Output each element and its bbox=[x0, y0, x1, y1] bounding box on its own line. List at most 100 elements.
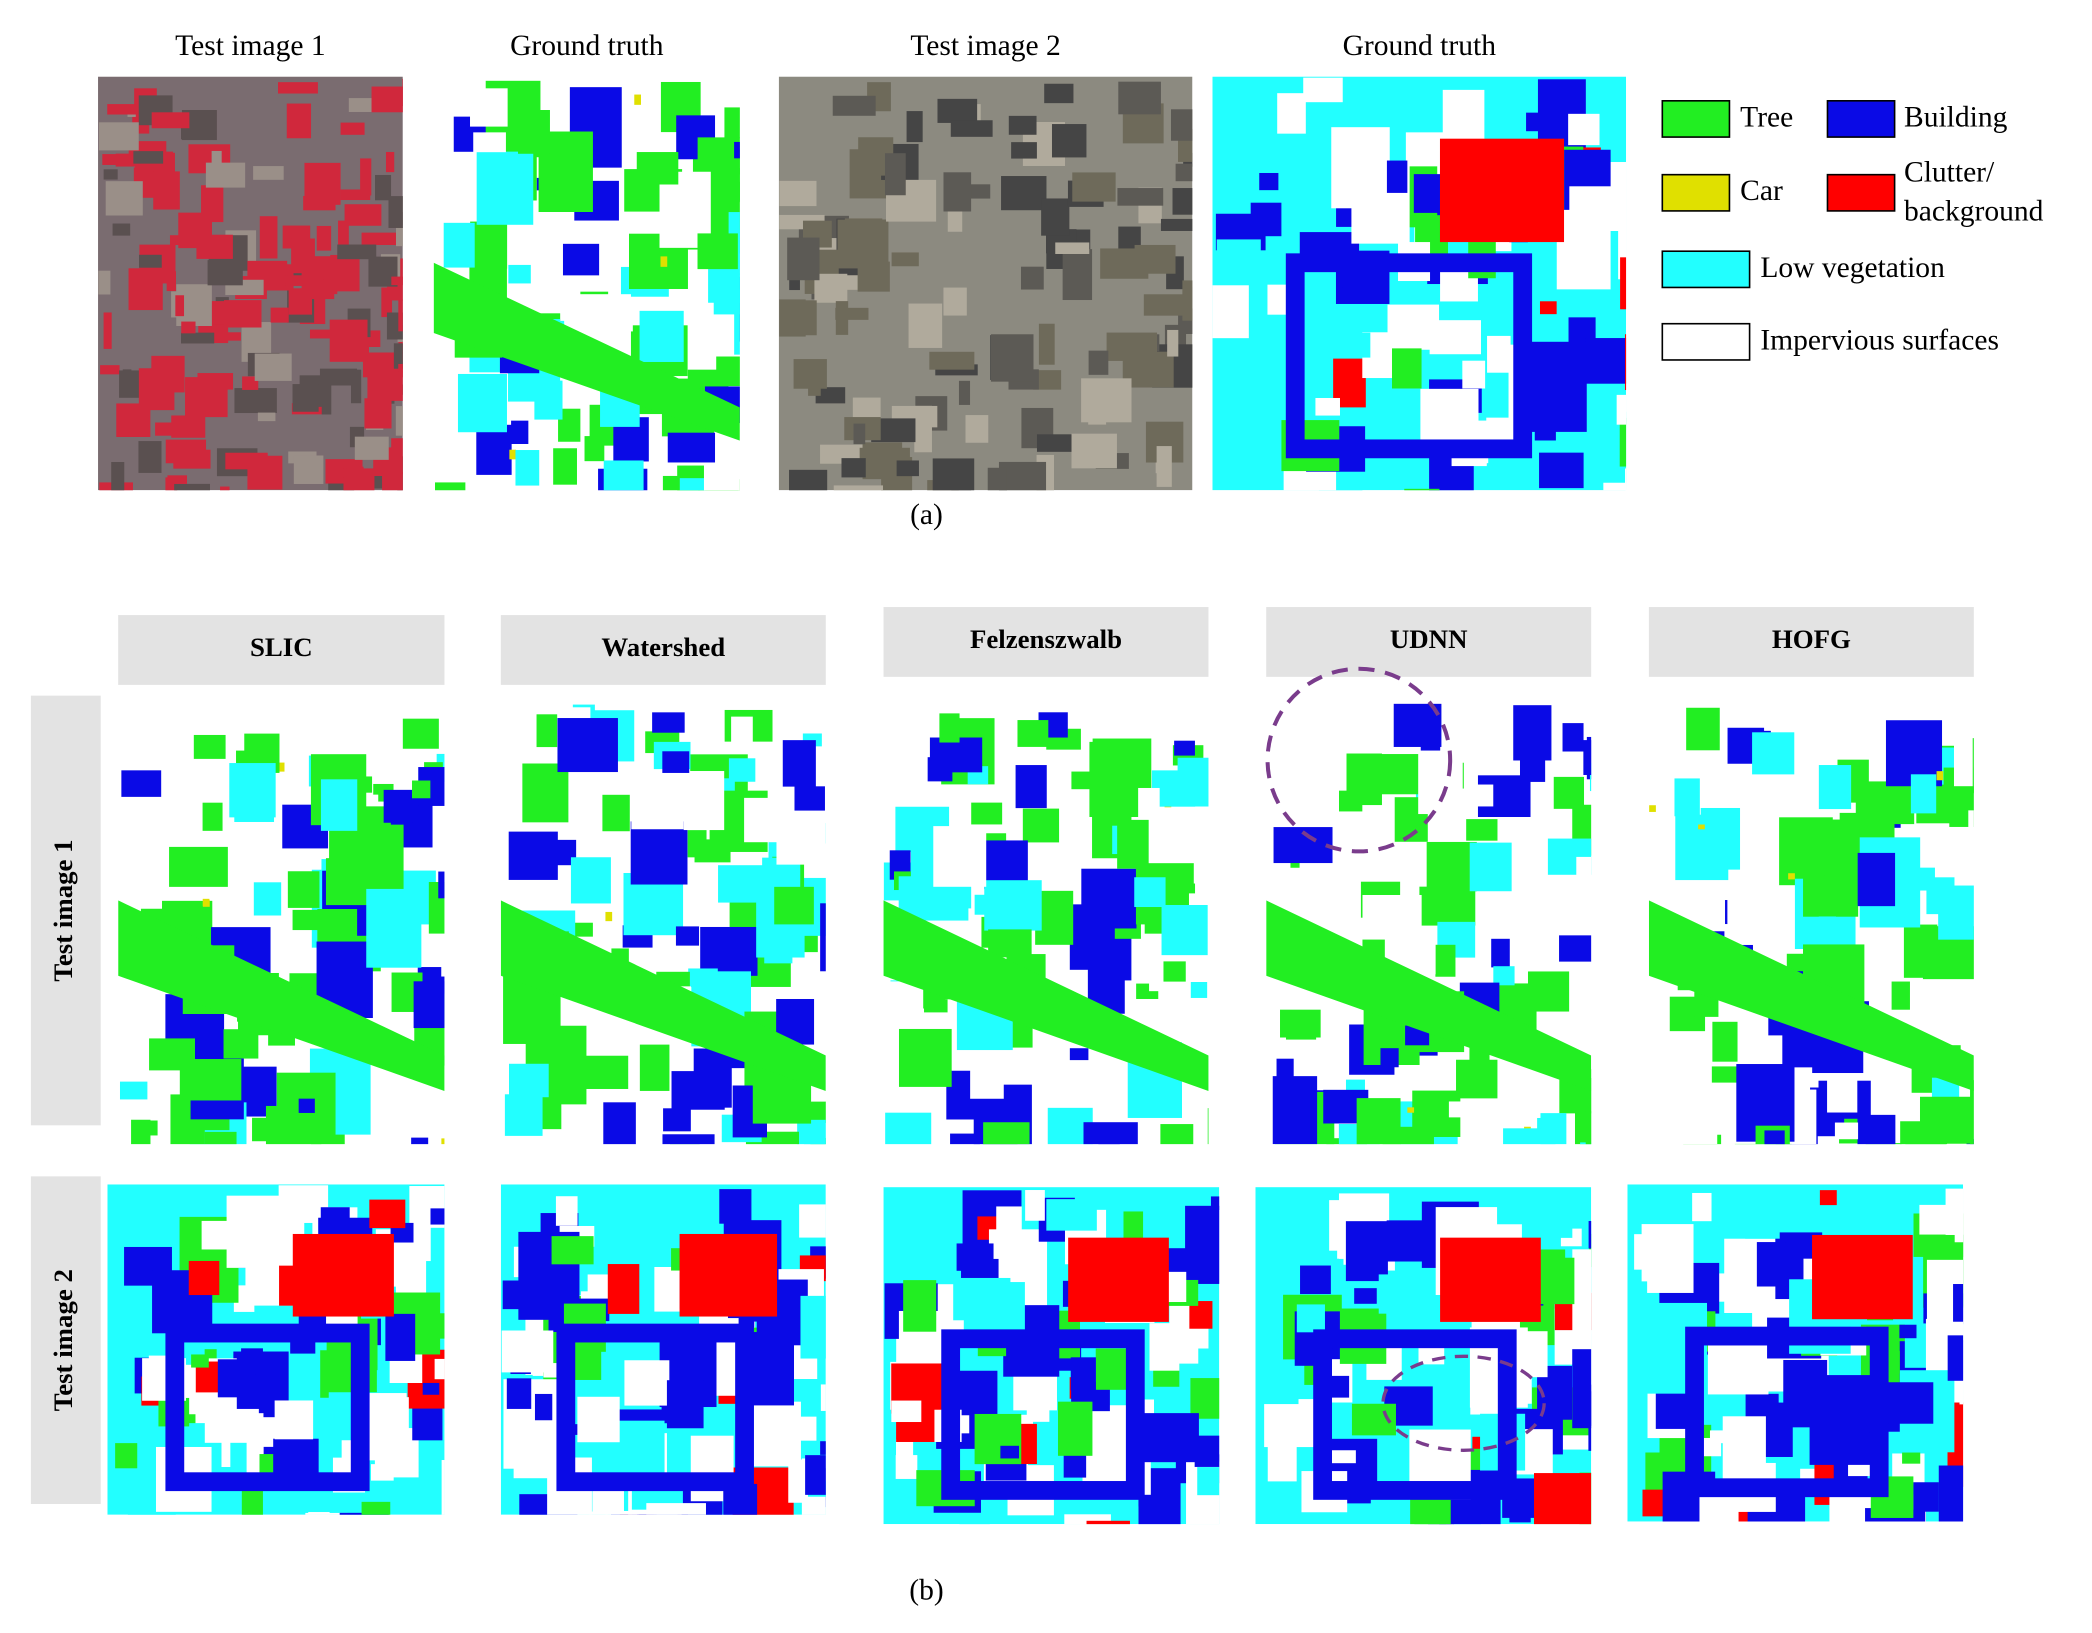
patch bbox=[316, 225, 332, 251]
region bbox=[1378, 1274, 1416, 1314]
patch bbox=[166, 271, 177, 292]
patch bbox=[270, 307, 289, 323]
region bbox=[121, 770, 162, 797]
region bbox=[1628, 1281, 1648, 1301]
region bbox=[1818, 765, 1852, 810]
region bbox=[764, 931, 793, 964]
region bbox=[1272, 1076, 1318, 1145]
region bbox=[273, 1438, 319, 1479]
patch bbox=[929, 351, 975, 370]
map-content bbox=[1648, 701, 1974, 1145]
legend-swatch bbox=[1826, 100, 1896, 138]
region bbox=[716, 356, 740, 387]
region bbox=[646, 1503, 706, 1515]
region bbox=[782, 1416, 817, 1441]
region bbox=[470, 221, 508, 269]
region bbox=[203, 900, 210, 907]
region bbox=[713, 273, 740, 315]
region bbox=[1764, 1130, 1785, 1145]
region bbox=[1185, 1205, 1220, 1284]
region bbox=[1493, 966, 1515, 986]
region bbox=[1534, 1473, 1592, 1525]
region bbox=[515, 450, 540, 486]
patch bbox=[196, 234, 233, 259]
patch bbox=[906, 111, 923, 143]
clutter bbox=[1440, 1237, 1541, 1322]
region bbox=[1857, 852, 1896, 907]
region bbox=[435, 482, 466, 491]
patch bbox=[288, 288, 312, 315]
patch bbox=[937, 98, 978, 123]
region bbox=[939, 713, 960, 743]
region bbox=[1163, 961, 1186, 982]
region bbox=[412, 780, 431, 799]
image-title: Test image 1 bbox=[175, 30, 325, 62]
region bbox=[1015, 765, 1047, 809]
region bbox=[292, 909, 325, 931]
region bbox=[1619, 417, 1627, 467]
region bbox=[1956, 1339, 1964, 1384]
patch bbox=[361, 232, 398, 245]
method-label: Watershed bbox=[601, 632, 725, 662]
region bbox=[504, 1094, 543, 1136]
patch bbox=[151, 112, 190, 129]
region bbox=[298, 1098, 315, 1113]
patch bbox=[1055, 242, 1090, 254]
region bbox=[950, 1133, 980, 1145]
patch bbox=[1156, 446, 1172, 487]
region bbox=[724, 107, 740, 139]
patch bbox=[111, 461, 125, 491]
region bbox=[1936, 771, 1944, 781]
region bbox=[1539, 301, 1557, 315]
region bbox=[634, 94, 641, 105]
patch bbox=[360, 158, 372, 196]
region bbox=[1938, 885, 1974, 940]
patch bbox=[402, 78, 403, 107]
region bbox=[1540, 1113, 1567, 1145]
region bbox=[188, 1260, 220, 1296]
region bbox=[1138, 787, 1160, 821]
row-label: Test image 2 bbox=[48, 1269, 78, 1411]
patch bbox=[167, 475, 188, 484]
region bbox=[782, 740, 816, 787]
region bbox=[506, 1378, 532, 1409]
region bbox=[1618, 211, 1627, 280]
region bbox=[1827, 1078, 1858, 1113]
region bbox=[508, 264, 531, 284]
region bbox=[441, 1138, 445, 1145]
region bbox=[1161, 904, 1208, 956]
caption: (a) bbox=[910, 499, 943, 531]
region bbox=[662, 1134, 715, 1145]
patch bbox=[958, 380, 971, 405]
patch bbox=[138, 368, 175, 411]
region bbox=[1194, 1435, 1220, 1467]
region bbox=[1339, 790, 1363, 812]
ring bbox=[1313, 1329, 1517, 1500]
patch bbox=[1038, 323, 1055, 365]
region bbox=[1404, 488, 1440, 491]
region bbox=[820, 1384, 826, 1411]
region bbox=[964, 1282, 1025, 1334]
patch bbox=[171, 415, 206, 438]
region bbox=[274, 1400, 314, 1440]
region bbox=[1686, 707, 1720, 751]
region bbox=[1711, 1066, 1737, 1083]
patch bbox=[278, 82, 318, 94]
region bbox=[1491, 938, 1510, 968]
region bbox=[217, 1359, 256, 1398]
region bbox=[1210, 1196, 1220, 1210]
region bbox=[810, 1137, 826, 1145]
patch bbox=[381, 287, 393, 318]
patch bbox=[853, 423, 866, 445]
patch bbox=[254, 353, 292, 381]
patch bbox=[987, 467, 1007, 491]
region bbox=[1160, 1124, 1194, 1145]
region bbox=[534, 380, 563, 420]
patch bbox=[329, 319, 368, 362]
region bbox=[662, 751, 690, 773]
patch bbox=[814, 273, 848, 303]
tree-band bbox=[433, 262, 740, 441]
row-header bbox=[30, 1176, 101, 1504]
region bbox=[1259, 172, 1279, 191]
region bbox=[1117, 819, 1149, 869]
